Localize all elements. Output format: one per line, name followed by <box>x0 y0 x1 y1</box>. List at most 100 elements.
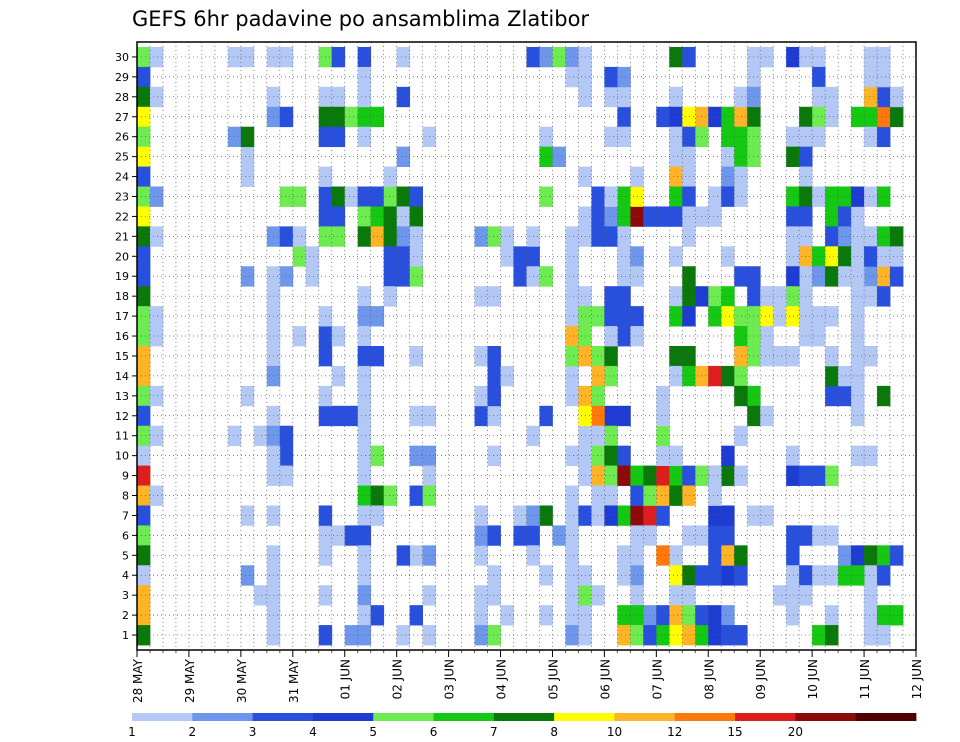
heatmap-cell <box>734 126 748 148</box>
heatmap-cell <box>864 126 878 148</box>
heatmap-cell <box>331 365 346 387</box>
heatmap-cell <box>409 445 424 466</box>
heatmap-cell <box>669 346 683 367</box>
heatmap-cell <box>591 365 605 387</box>
heatmap-cell <box>864 346 878 367</box>
heatmap-cell <box>305 246 320 267</box>
heatmap-cell <box>409 266 424 287</box>
heatmap-cell <box>604 286 618 307</box>
heatmap-cell <box>864 565 878 586</box>
heatmap-cell <box>604 425 618 447</box>
heatmap-cell <box>396 186 411 207</box>
heatmap-cell <box>137 485 151 506</box>
heatmap-cell <box>890 86 904 108</box>
heatmap-cell <box>786 605 800 626</box>
heatmap-cell <box>396 266 411 287</box>
heatmap-cell <box>409 206 424 227</box>
heatmap-cell <box>734 86 748 108</box>
heatmap-cell <box>344 625 359 646</box>
heatmap-cell <box>137 625 151 646</box>
heatmap-cell <box>357 326 372 347</box>
heatmap-cell <box>760 505 774 526</box>
y-tick-label: 11 <box>115 430 129 443</box>
heatmap-cell <box>877 605 891 626</box>
heatmap-cell <box>539 146 553 167</box>
heatmap-cell <box>812 465 826 486</box>
y-tick-label: 13 <box>115 390 129 403</box>
plot-grid <box>137 42 916 650</box>
heatmap-cell <box>708 186 722 207</box>
heatmap-cell <box>864 266 878 287</box>
heatmap-cell <box>864 46 878 68</box>
heatmap-cell <box>669 186 683 207</box>
heatmap-cell <box>149 425 164 447</box>
heatmap-cell <box>682 625 696 646</box>
heatmap-cell <box>825 86 839 108</box>
heatmap-cell <box>331 326 346 347</box>
heatmap-cell <box>708 306 722 327</box>
heatmap-cell <box>890 246 904 267</box>
heatmap-cell <box>565 246 579 267</box>
heatmap-cell <box>734 545 748 566</box>
heatmap-cell <box>669 545 683 566</box>
heatmap-cell <box>669 605 683 626</box>
heatmap-cell <box>240 385 255 407</box>
heatmap-cell <box>396 146 411 167</box>
heatmap-cell <box>682 465 696 486</box>
heatmap-cell <box>734 106 748 128</box>
y-tick-label: 19 <box>115 270 129 283</box>
heatmap-cell <box>825 525 839 546</box>
heatmap-cell <box>682 346 696 367</box>
heatmap-cell <box>786 266 800 287</box>
heatmap-cell <box>617 505 631 526</box>
heatmap-cell <box>591 465 605 486</box>
heatmap-cell <box>565 365 579 387</box>
heatmap-cell <box>890 266 904 287</box>
heatmap-cell <box>396 226 411 247</box>
heatmap-cell <box>409 485 424 506</box>
heatmap-cell <box>149 86 164 108</box>
y-tick-label: 9 <box>122 470 129 483</box>
heatmap-cell <box>357 585 372 606</box>
heatmap-cell <box>708 605 722 626</box>
heatmap-cell <box>643 605 657 626</box>
heatmap-cell <box>864 545 878 566</box>
heatmap-cell <box>682 525 696 546</box>
y-tick-label: 29 <box>115 71 129 84</box>
heatmap-cell <box>721 625 735 646</box>
heatmap-cell <box>825 226 839 247</box>
heatmap-cell <box>565 326 579 347</box>
x-tick-label: 30 MAY <box>235 658 249 703</box>
heatmap-cell <box>825 605 839 626</box>
heatmap-cell <box>825 346 839 367</box>
y-tick-label: 21 <box>115 230 129 243</box>
y-tick-label: 26 <box>115 131 129 144</box>
heatmap-cell <box>604 86 618 108</box>
heatmap-cell <box>721 465 735 486</box>
heatmap-cell <box>812 326 826 347</box>
heatmap-cell <box>825 106 839 128</box>
heatmap-cell <box>617 445 631 466</box>
heatmap-cell <box>500 226 514 247</box>
x-tick-label: 12 JUN <box>910 659 924 699</box>
heatmap-cell <box>890 605 904 626</box>
y-tick-label: 15 <box>115 350 129 363</box>
heatmap-cell <box>357 565 372 586</box>
heatmap-cell <box>786 126 800 148</box>
heatmap-cell <box>279 46 294 68</box>
heatmap-cell <box>279 226 294 247</box>
heatmap-cell <box>565 385 579 407</box>
heatmap-cell <box>786 286 800 307</box>
heatmap-cell <box>656 106 670 128</box>
heatmap-cell <box>825 385 839 407</box>
heatmap-cell <box>279 266 294 287</box>
heatmap-cell <box>617 565 631 586</box>
colorbar-label: 2 <box>188 725 196 739</box>
y-tick-label: 22 <box>115 210 129 223</box>
heatmap-cell <box>708 106 722 128</box>
heatmap-cell <box>838 206 852 227</box>
heatmap-cell <box>383 266 398 287</box>
heatmap-cell <box>656 465 670 486</box>
heatmap-cell <box>656 485 670 506</box>
